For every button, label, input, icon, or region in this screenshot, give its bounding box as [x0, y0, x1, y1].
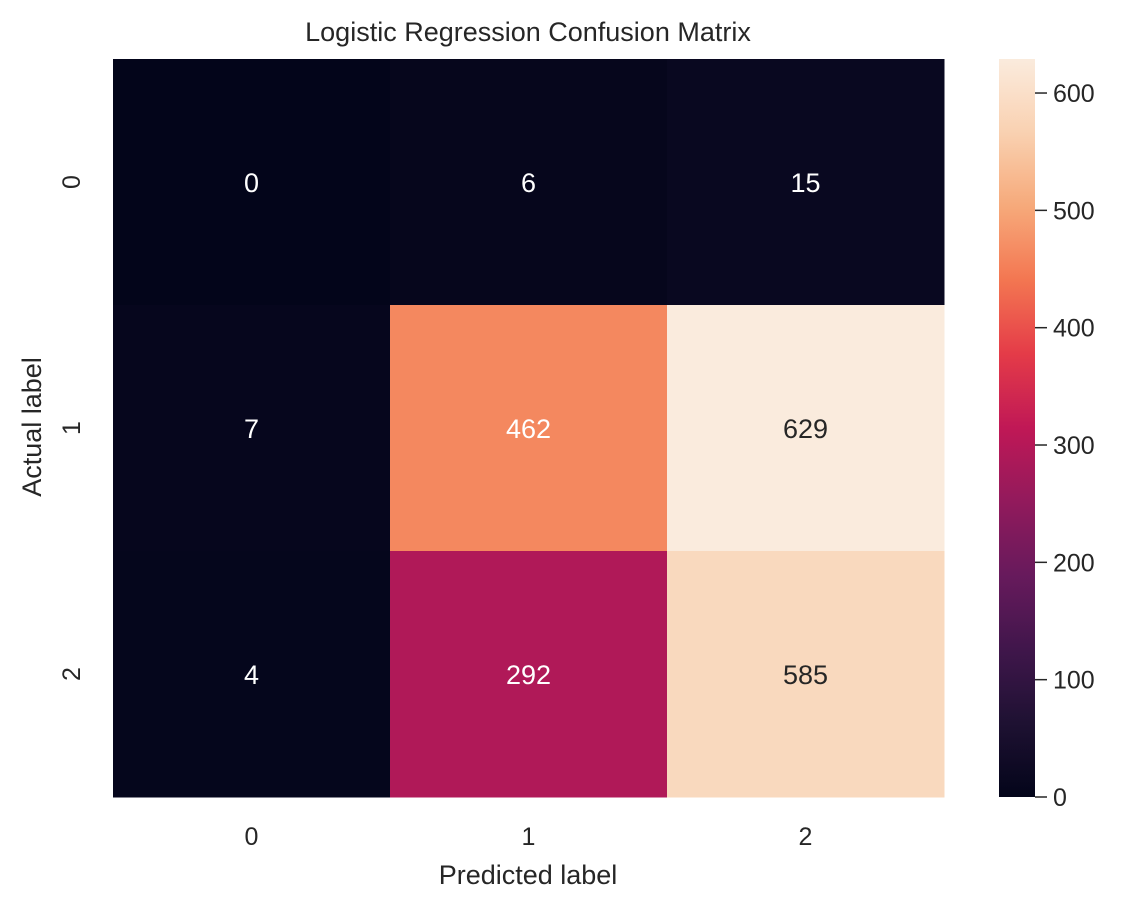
- colorbar-tick-label: 0: [1053, 784, 1067, 812]
- heatmap-annotations: 0 6 15 7 462 629 4 292 585: [244, 168, 828, 690]
- cell-annotation: 4: [244, 660, 259, 690]
- heatmap-cell: [113, 551, 391, 798]
- colorbar-tick-label: 200: [1053, 549, 1095, 577]
- heatmap-cells: [113, 59, 945, 798]
- colorbar-ticks: 0 100 200 300 400 500 600: [1035, 80, 1095, 812]
- y-tick-label: 0: [58, 175, 86, 189]
- colorbar-tick-label: 400: [1053, 315, 1095, 343]
- cell-annotation: 462: [506, 414, 551, 444]
- colorbar-tick-label: 500: [1053, 197, 1095, 225]
- heatmap-cell: [390, 551, 668, 798]
- heatmap-cell: [667, 59, 945, 306]
- colorbar-tick-label: 100: [1053, 667, 1095, 695]
- cell-annotation: 629: [783, 414, 828, 444]
- colorbar: [999, 59, 1035, 797]
- cell-annotation: 15: [790, 168, 820, 198]
- heatmap-cell: [667, 551, 945, 798]
- cell-annotation: 7: [244, 414, 259, 444]
- y-tick-label: 1: [58, 421, 86, 435]
- cell-annotation: 292: [506, 660, 551, 690]
- heatmap-cell: [113, 59, 391, 306]
- x-tick-label: 0: [245, 823, 259, 851]
- y-tick-label: 2: [58, 667, 86, 681]
- heatmap-cell: [113, 305, 391, 552]
- heatmap-cell: [667, 305, 945, 552]
- heatmap-cell: [390, 305, 668, 552]
- x-tick-label: 2: [799, 823, 813, 851]
- colorbar-tick-label: 300: [1053, 432, 1095, 460]
- x-axis-label: Predicted label: [439, 860, 618, 890]
- cell-annotation: 6: [521, 168, 536, 198]
- chart-title: Logistic Regression Confusion Matrix: [305, 17, 751, 47]
- y-tick-labels: 0 1 2: [58, 175, 86, 681]
- x-tick-labels: 0 1 2: [245, 823, 813, 851]
- cell-annotation: 0: [244, 168, 259, 198]
- colorbar-tick-label: 600: [1053, 80, 1095, 108]
- x-tick-label: 1: [522, 823, 536, 851]
- heatmap-cell: [390, 59, 668, 306]
- y-axis-label: Actual label: [17, 357, 47, 497]
- cell-annotation: 585: [783, 660, 828, 690]
